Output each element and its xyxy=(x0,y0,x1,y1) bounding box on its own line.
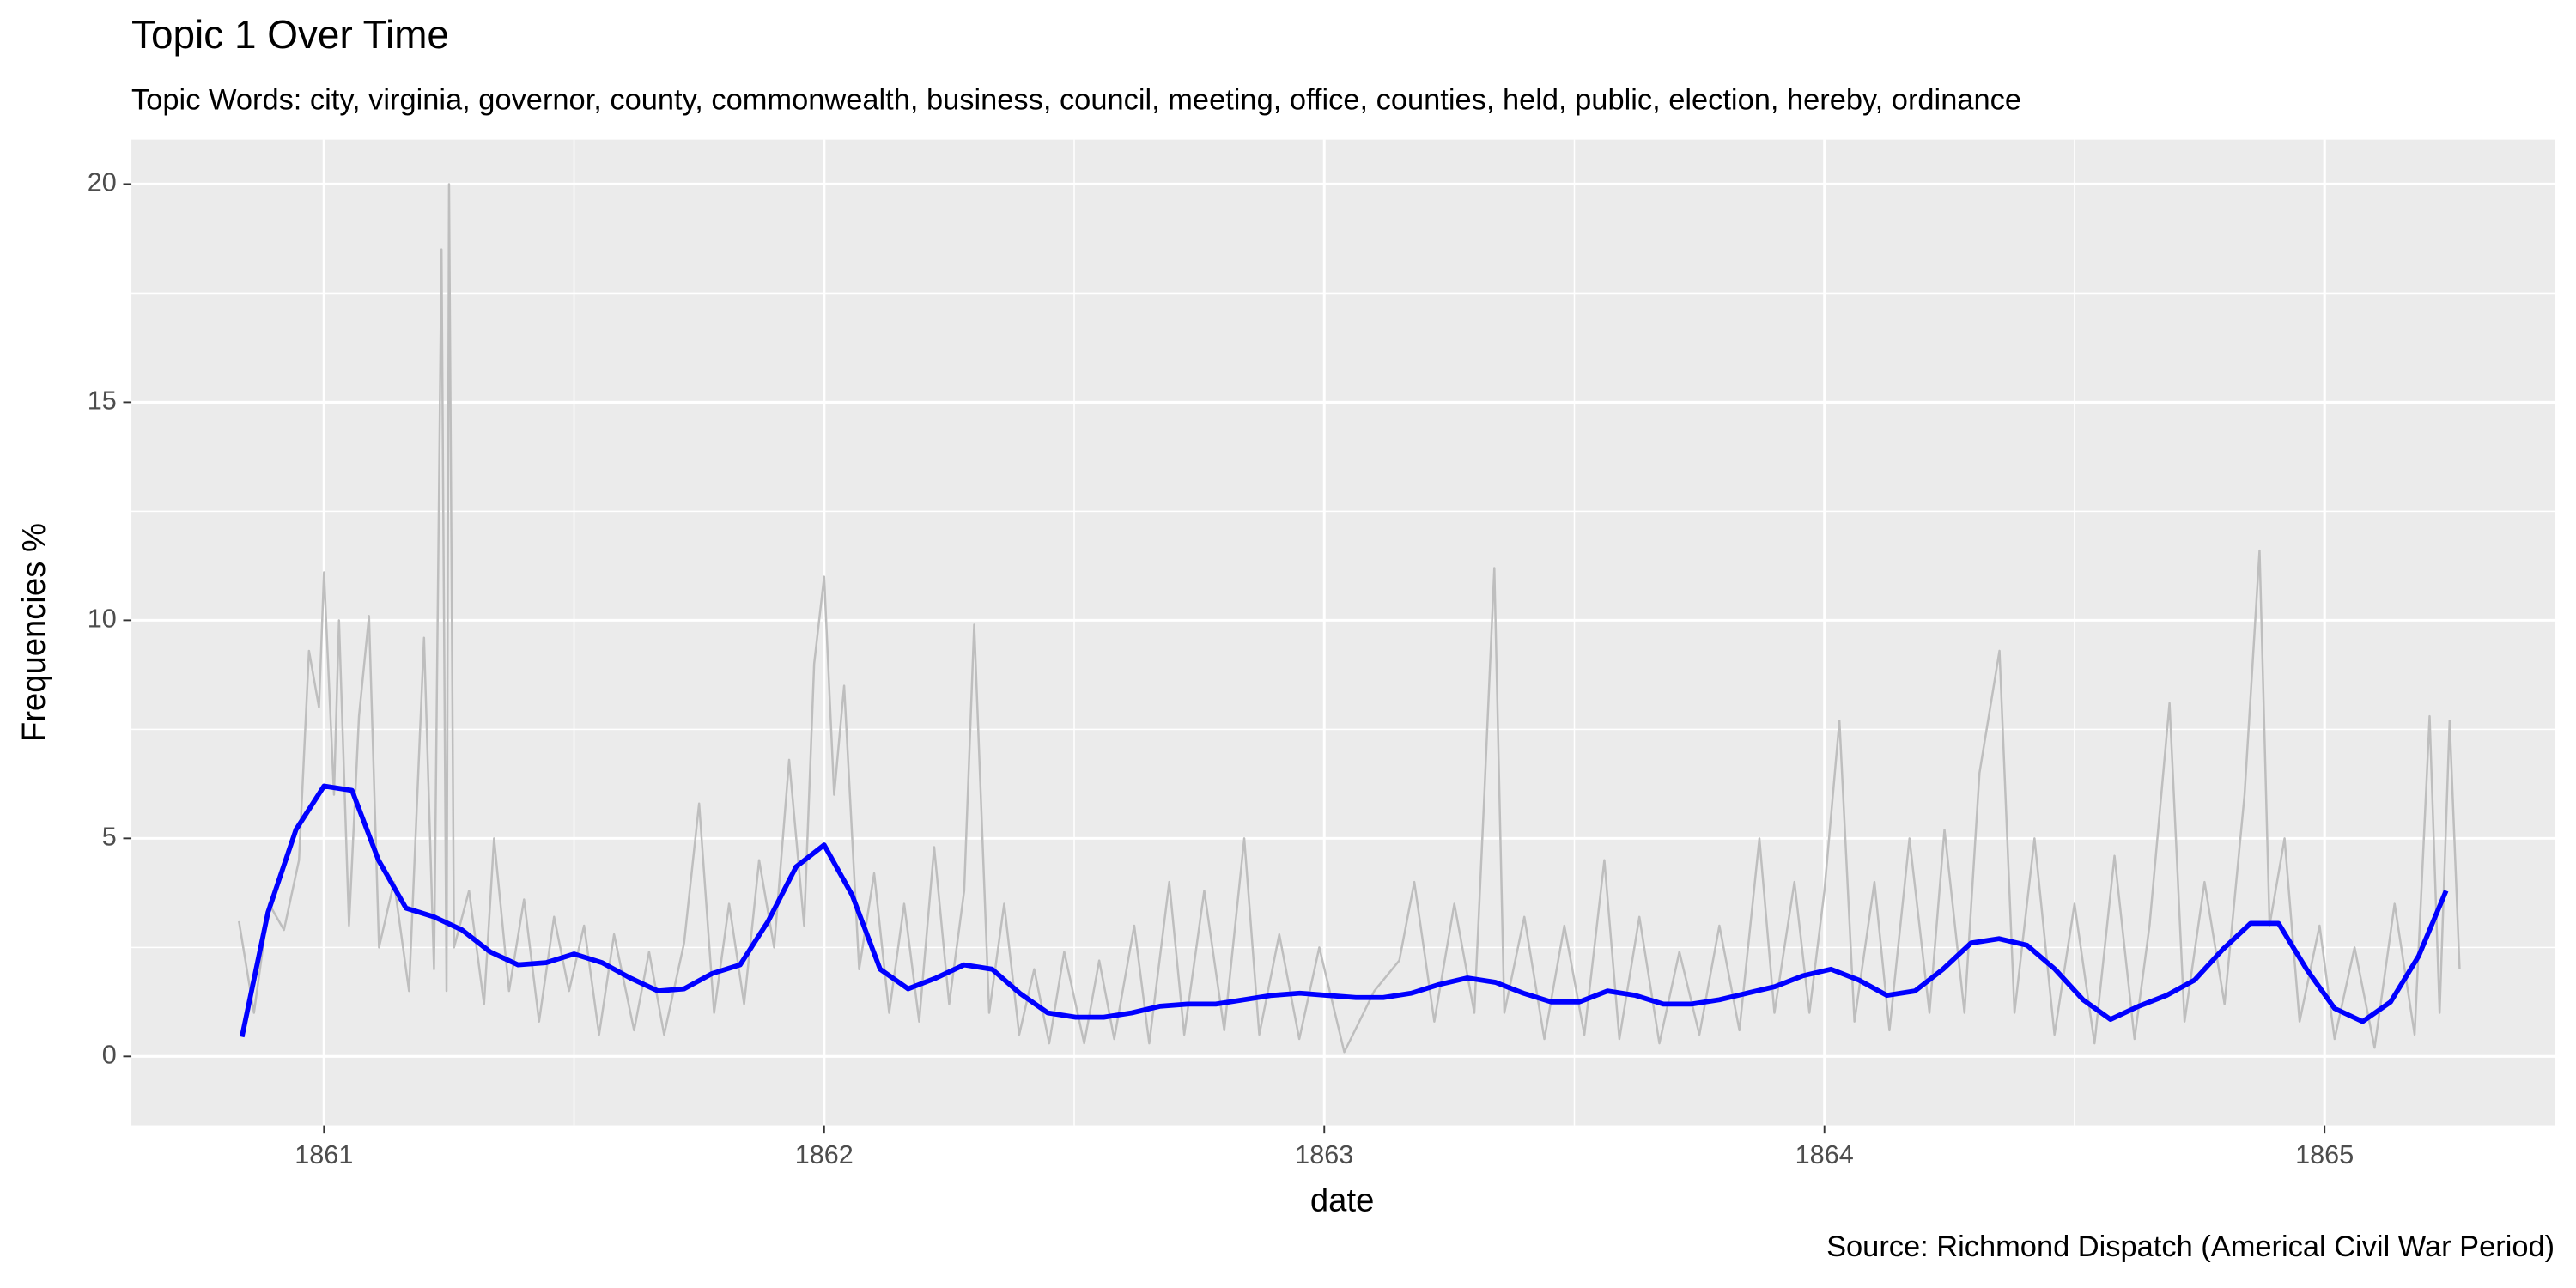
chart-subtitle: Topic Words: city, virginia, governor, c… xyxy=(131,84,2021,117)
y-tick-label: 10 xyxy=(88,604,117,633)
caption: Source: Richmond Dispatch (Americal Civi… xyxy=(1826,1230,2555,1263)
y-axis-label: Frequencies % xyxy=(15,523,52,742)
y-tick-label: 0 xyxy=(102,1040,117,1069)
x-tick-label: 1861 xyxy=(295,1140,353,1170)
x-axis-label: date xyxy=(1310,1182,1374,1219)
x-tick-label: 1865 xyxy=(2295,1140,2354,1170)
y-tick-label: 15 xyxy=(88,386,117,416)
y-tick-label: 20 xyxy=(88,168,117,197)
chart-title: Topic 1 Over Time xyxy=(131,12,449,57)
x-tick-label: 1864 xyxy=(1795,1140,1854,1170)
data-line xyxy=(238,183,2461,1054)
data-line xyxy=(239,783,2449,1038)
y-tick-label: 5 xyxy=(102,822,117,851)
x-tick-label: 1862 xyxy=(795,1140,854,1170)
x-tick-label: 1863 xyxy=(1295,1140,1353,1170)
